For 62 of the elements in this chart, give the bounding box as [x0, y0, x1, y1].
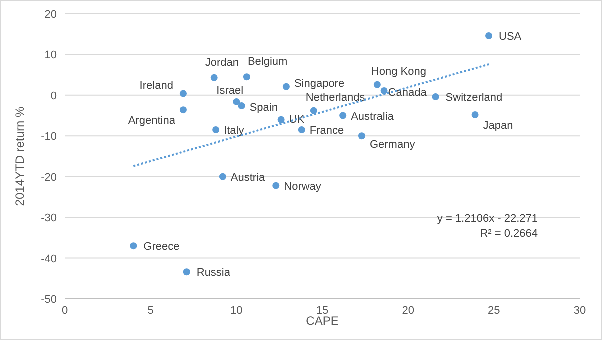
x-tick-label: 30	[574, 305, 586, 317]
y-tick-label: -50	[41, 294, 57, 306]
y-tick-label: -10	[41, 131, 57, 144]
y-tick-label: -30	[41, 212, 57, 225]
point	[233, 98, 240, 106]
data-label: Jordan	[205, 56, 239, 69]
data-label: Hong Kong	[371, 66, 426, 78]
data-label: Greece	[144, 241, 180, 254]
y-tick-label: -20	[41, 172, 57, 184]
x-tick-label: 25	[488, 305, 500, 317]
data-label: Germany	[370, 139, 416, 152]
x-tick-label: 0	[62, 305, 68, 317]
point	[282, 83, 290, 90]
data-label: Norway	[284, 180, 322, 193]
point	[219, 173, 226, 180]
annotation: y = 1.2106x - 22.271	[437, 213, 538, 225]
data-label: Belgium	[248, 56, 288, 68]
data-label: Israel	[216, 84, 244, 97]
data-label: Netherlands	[306, 92, 366, 104]
data-label: Canada	[388, 86, 428, 99]
point	[278, 116, 285, 124]
data-label: Ireland	[140, 80, 174, 92]
data-label: Russia	[196, 267, 232, 280]
y-axis-title: 2014YTD return %	[13, 106, 27, 206]
point	[298, 126, 306, 134]
data-label: Argentina	[128, 115, 176, 128]
point	[432, 94, 440, 101]
x-tick-label: 10	[230, 305, 243, 317]
point	[374, 81, 381, 88]
data-label: France	[310, 125, 344, 138]
y-tick-label: 0	[50, 90, 57, 102]
point	[183, 268, 190, 276]
x-tick-label: 15	[316, 305, 329, 317]
point	[212, 126, 220, 134]
data-label: Japan	[483, 120, 514, 132]
data-label: Italy	[224, 125, 245, 138]
point	[358, 132, 366, 140]
data-label: Australia	[351, 110, 395, 123]
point	[180, 106, 187, 114]
point	[272, 182, 280, 190]
point	[472, 111, 479, 118]
x-tick-label: 20	[402, 305, 414, 317]
point	[380, 87, 388, 94]
point	[310, 107, 318, 114]
data-label: Austria	[230, 172, 266, 184]
data-label: USA	[499, 30, 522, 43]
point	[238, 102, 246, 110]
point	[340, 112, 347, 120]
point	[180, 90, 187, 98]
y-tick-label: 20	[44, 9, 57, 21]
y-tick-label: -40	[41, 253, 57, 266]
y-tick-label: 10	[44, 50, 57, 62]
annotation: R² = 0.2664	[480, 228, 538, 240]
data-label: Singapore	[294, 78, 345, 90]
point	[130, 242, 138, 250]
point	[243, 74, 250, 81]
point	[210, 74, 218, 82]
x-axis-title: CAPE	[306, 314, 339, 328]
data-label: Spain	[250, 102, 278, 114]
data-label: Switzerland	[446, 92, 503, 104]
point	[486, 32, 493, 40]
x-tick-label: 5	[148, 305, 154, 317]
